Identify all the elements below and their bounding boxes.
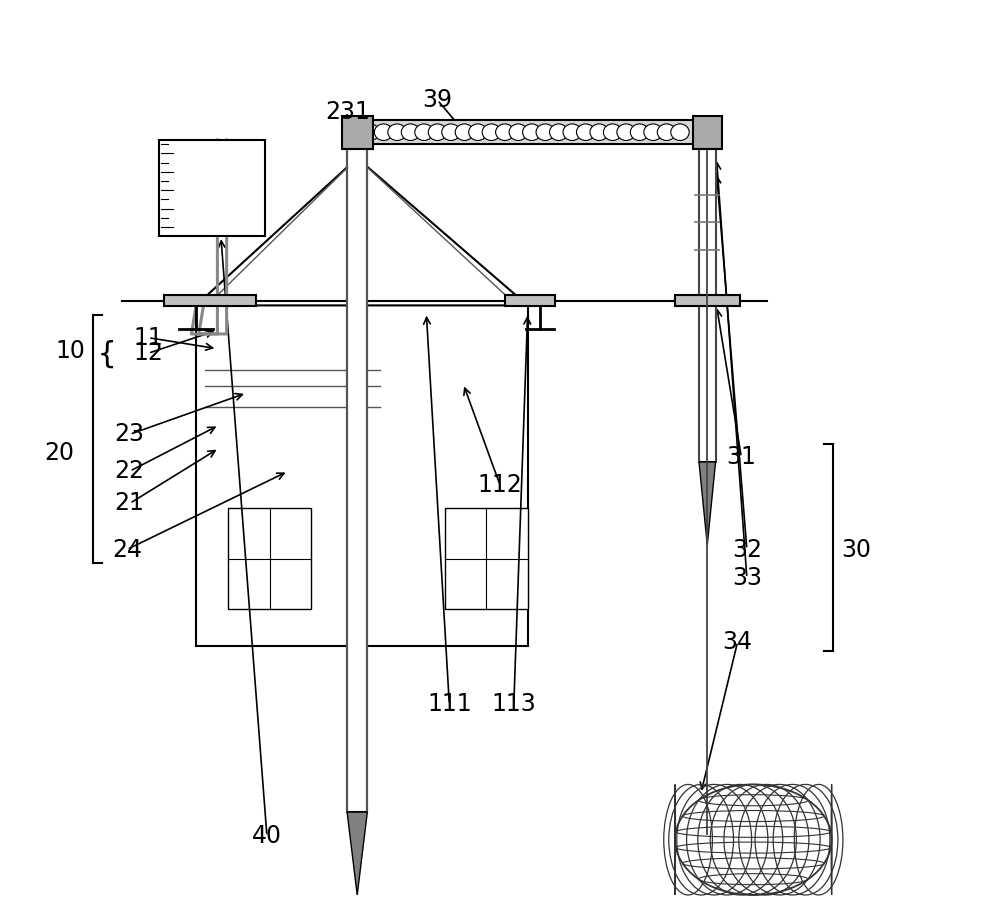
Text: 12: 12 (133, 341, 163, 365)
Text: 231: 231 (326, 100, 370, 124)
Bar (164, 296, 256, 307)
Polygon shape (196, 158, 528, 306)
Text: 32: 32 (732, 538, 762, 562)
Bar (196, 306, 528, 646)
Bar (342, 116, 373, 149)
Ellipse shape (630, 124, 649, 140)
Polygon shape (347, 812, 367, 895)
Text: 11: 11 (133, 325, 163, 349)
Bar (693, 116, 722, 149)
Text: 21: 21 (115, 492, 145, 516)
Ellipse shape (536, 124, 554, 140)
Text: 40: 40 (252, 824, 282, 848)
Bar (699, 120, 716, 462)
Text: 112: 112 (478, 473, 522, 497)
Text: {: { (97, 340, 116, 369)
Ellipse shape (657, 124, 676, 140)
Polygon shape (699, 462, 716, 545)
Text: 22: 22 (115, 459, 145, 483)
Text: 111: 111 (427, 692, 472, 716)
Ellipse shape (361, 124, 379, 140)
Bar (505, 296, 555, 307)
Ellipse shape (482, 124, 501, 140)
Bar (675, 296, 740, 307)
Ellipse shape (523, 124, 541, 140)
Text: 39: 39 (422, 88, 452, 112)
Ellipse shape (442, 124, 460, 140)
Bar (347, 120, 367, 812)
Text: 24: 24 (112, 538, 142, 562)
Text: 30: 30 (841, 538, 871, 562)
Ellipse shape (374, 124, 393, 140)
Ellipse shape (401, 124, 420, 140)
Ellipse shape (428, 124, 447, 140)
Ellipse shape (563, 124, 581, 140)
Ellipse shape (644, 124, 662, 140)
Ellipse shape (469, 124, 487, 140)
Text: 20: 20 (44, 441, 74, 465)
Bar (228, 508, 311, 610)
Ellipse shape (455, 124, 474, 140)
Bar (347, 120, 707, 144)
Ellipse shape (388, 124, 406, 140)
Text: 23: 23 (115, 422, 145, 446)
Bar (159, 140, 265, 237)
Ellipse shape (550, 124, 568, 140)
Ellipse shape (496, 124, 514, 140)
Text: 33: 33 (732, 566, 762, 590)
Text: 113: 113 (491, 692, 536, 716)
Ellipse shape (603, 124, 622, 140)
Ellipse shape (509, 124, 528, 140)
Ellipse shape (576, 124, 595, 140)
Text: 10: 10 (56, 339, 85, 363)
Text: 34: 34 (723, 629, 753, 653)
Ellipse shape (415, 124, 433, 140)
Text: 31: 31 (726, 445, 756, 469)
Ellipse shape (617, 124, 635, 140)
Bar (445, 508, 528, 610)
Ellipse shape (590, 124, 608, 140)
Ellipse shape (671, 124, 689, 140)
